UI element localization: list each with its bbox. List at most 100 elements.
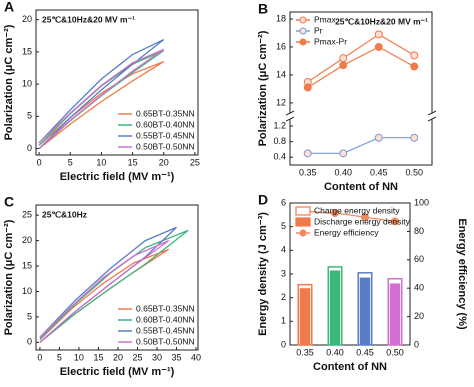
y-tick-label: 10 — [22, 78, 32, 88]
y-tick-label: 0 — [27, 337, 32, 347]
x-tick-label: 0 — [37, 157, 42, 167]
x-axis-title: Content of NN — [313, 361, 387, 373]
x-axis-title: Electric field (MV m⁻¹) — [60, 366, 175, 378]
bar-discharge — [359, 277, 371, 345]
plot-frame — [289, 11, 433, 166]
point — [339, 54, 348, 63]
series-line — [307, 46, 415, 89]
loop-line — [38, 48, 165, 150]
legend-swatch — [295, 217, 311, 227]
axis-break-mark — [285, 116, 295, 122]
y2-tick-label: 20 — [414, 311, 424, 321]
point — [374, 133, 383, 142]
annotation: 25℃&10Hz&20 MV m⁻¹ — [42, 14, 135, 24]
y2-tick-label: 80 — [414, 226, 424, 236]
loop-line — [38, 39, 165, 150]
legend-swatch — [299, 229, 307, 237]
y-tick-label: 2 — [281, 292, 286, 302]
legend-label: Energy efficiency — [314, 227, 379, 237]
x-tick-label: 0 — [37, 352, 42, 362]
y2-tick-label: 0 — [414, 339, 419, 349]
y-tick-label: 16 — [276, 41, 286, 51]
axis-break-mark — [427, 110, 437, 116]
y-tick-label: 5 — [27, 111, 32, 121]
y-tick-label: 1.2 — [273, 120, 286, 130]
point — [410, 62, 419, 71]
legend-label: Charge energy density — [314, 205, 400, 215]
x-tick-label: 15 — [93, 352, 103, 362]
x-tick-label: 20 — [113, 352, 123, 362]
y-tick-label: 0 — [27, 143, 32, 153]
y-tick-label: 6 — [281, 197, 286, 207]
x-tick-label: 0.35 — [299, 167, 317, 177]
point — [331, 208, 339, 217]
x-tick-label: 35 — [172, 352, 182, 362]
panel-label: D — [258, 192, 268, 208]
legend-swatch — [299, 38, 307, 46]
x-tick-label: 0.45 — [370, 167, 388, 177]
x-tick-label: 0.35 — [296, 347, 314, 357]
legend-label: 0.60BT-0.40NN — [136, 314, 195, 324]
legend-label: 0.65BT-0.35NN — [136, 108, 195, 118]
legend-label: Pmax-Pr — [314, 36, 347, 46]
point — [410, 51, 419, 60]
y2-axis-title: Energy efficiency (%) — [456, 218, 468, 330]
y-tick-label: 12 — [276, 97, 286, 107]
x-tick-label: 15 — [128, 157, 138, 167]
legend-label: 0.55BT-0.45NN — [136, 325, 195, 335]
y-tick-label: 15 — [22, 260, 32, 270]
y-tick-label: 0.8 — [273, 136, 286, 146]
plot-frame — [35, 9, 199, 156]
y2-tick-label: 100 — [414, 197, 429, 207]
point — [391, 217, 399, 226]
y2-tick-label: 60 — [414, 254, 424, 264]
annotation: 25℃&10Hz — [42, 209, 87, 219]
legend-label: 0.65BT-0.35NN — [136, 303, 195, 313]
bar-discharge — [299, 288, 311, 345]
legend-label: 0.60BT-0.40NN — [136, 119, 195, 129]
legend-label: Discharge energy density — [314, 216, 411, 226]
x-tick-label: 25 — [190, 157, 200, 167]
y-tick-label: 5 — [281, 221, 286, 231]
point — [303, 149, 312, 158]
y-axis-title: Polarization (μC cm⁻²) — [3, 219, 15, 335]
legend-swatch — [295, 206, 311, 216]
x-tick-label: 0.50 — [386, 347, 404, 357]
panel-label: A — [4, 0, 14, 15]
series-line — [307, 137, 415, 154]
bar-discharge — [329, 270, 341, 345]
legend-label: 0.50BT-0.50NN — [136, 336, 195, 346]
point — [339, 61, 348, 70]
annotation: 25℃&10Hz&20 MV m⁻¹ — [335, 16, 428, 26]
point — [361, 213, 369, 222]
y-tick-label: 4 — [281, 245, 286, 255]
y-tick-label: 0.4 — [273, 152, 286, 162]
x-tick-label: 20 — [159, 157, 169, 167]
y-tick-label: 3 — [281, 268, 286, 278]
point — [339, 149, 348, 158]
point — [410, 133, 419, 142]
x-tick-label: 25 — [132, 352, 142, 362]
y-tick-label: 14 — [276, 69, 286, 79]
point — [374, 30, 383, 39]
series-line — [304, 210, 396, 223]
loop-line — [38, 60, 165, 150]
y-tick-label: 18 — [276, 13, 286, 23]
legend-label: 0.50BT-0.50NN — [136, 141, 195, 151]
x-tick-label: 10 — [96, 157, 106, 167]
legend-label: 0.55BT-0.45NN — [136, 130, 195, 140]
x-tick-label: 5 — [57, 352, 62, 362]
x-tick-label: 40 — [191, 352, 201, 362]
x-axis-title: Electric field (MV m⁻¹) — [60, 171, 175, 183]
legend-label: Pr — [314, 25, 323, 35]
y-tick-label: 0 — [281, 339, 286, 349]
point — [303, 83, 312, 92]
x-tick-label: 30 — [152, 352, 162, 362]
x-tick-label: 0.40 — [334, 167, 352, 177]
legend-label: Pmax — [314, 14, 336, 24]
y-axis-title: Polarization (μC cm⁻²) — [3, 24, 15, 140]
y-tick-label: 15 — [22, 46, 32, 56]
x-tick-label: 0.40 — [326, 347, 344, 357]
y-axis-title: Energy density (J cm⁻³) — [257, 212, 269, 336]
